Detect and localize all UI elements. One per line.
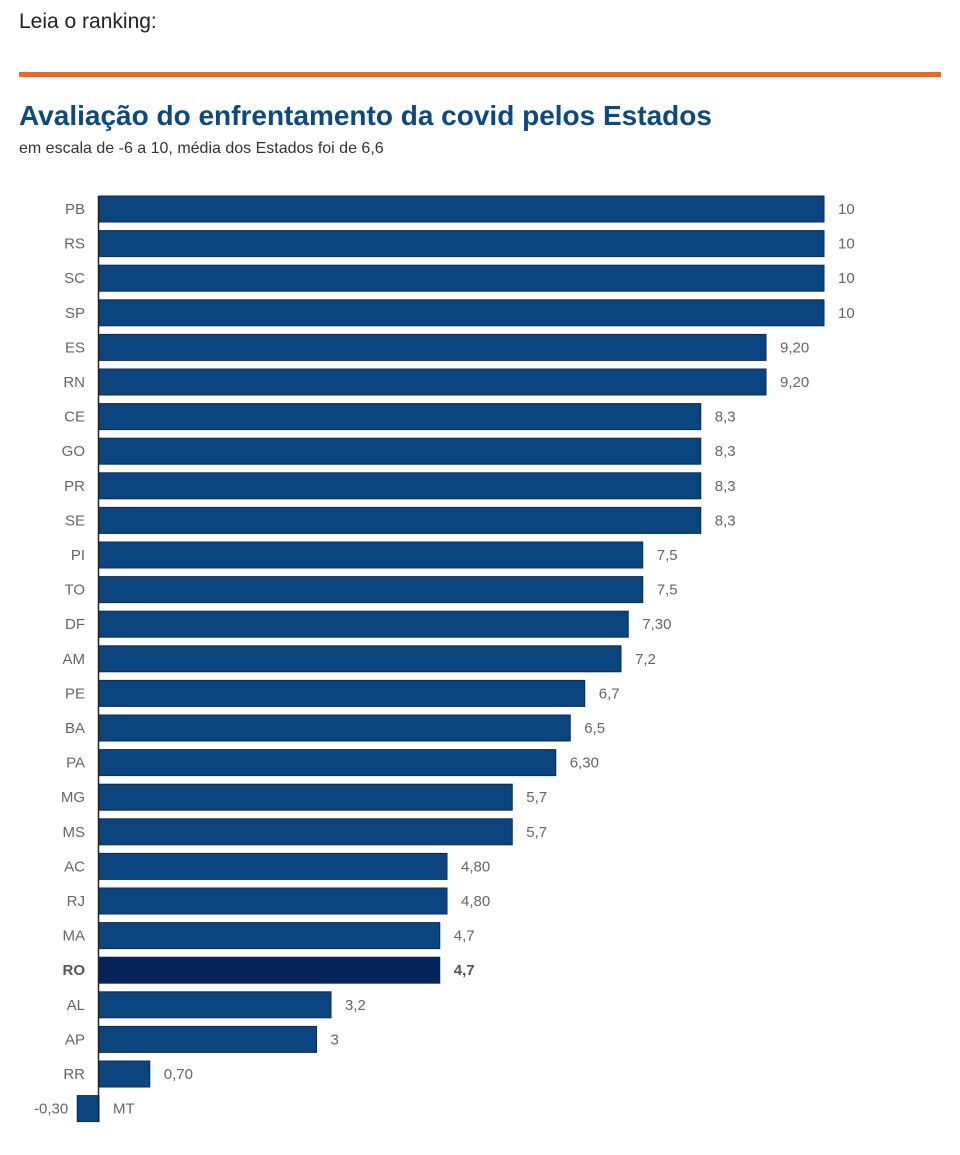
value-label-ap: 3 bbox=[331, 1031, 339, 1048]
bar-pr bbox=[98, 472, 702, 500]
category-label-se: SE bbox=[65, 512, 85, 529]
bar-rn bbox=[98, 368, 767, 396]
value-label-mt: -0,30 bbox=[34, 1101, 68, 1118]
value-label-se: 8,3 bbox=[715, 512, 736, 529]
bar-se bbox=[98, 506, 702, 534]
bar-pe bbox=[98, 679, 586, 707]
value-label-pa: 6,30 bbox=[570, 755, 599, 772]
value-label-al: 3,2 bbox=[345, 997, 366, 1014]
bar-pb bbox=[98, 195, 825, 223]
value-label-sp: 10 bbox=[838, 305, 855, 322]
category-label-ap: AP bbox=[65, 1031, 85, 1048]
value-label-ac: 4,80 bbox=[461, 858, 490, 875]
value-label-am: 7,2 bbox=[635, 651, 656, 668]
category-label-pb: PB bbox=[65, 201, 85, 218]
value-label-ce: 8,3 bbox=[715, 409, 736, 426]
category-label-rr: RR bbox=[63, 1066, 85, 1083]
value-label-pi: 7,5 bbox=[657, 547, 678, 564]
value-label-rs: 10 bbox=[838, 236, 855, 253]
bar-rr bbox=[98, 1060, 151, 1088]
value-label-ma: 4,7 bbox=[454, 928, 475, 945]
value-label-ba: 6,5 bbox=[584, 720, 605, 737]
category-label-pi: PI bbox=[71, 547, 85, 564]
category-label-am: AM bbox=[63, 651, 86, 668]
category-label-pr: PR bbox=[64, 478, 85, 495]
category-label-al: AL bbox=[67, 997, 85, 1014]
category-label-rs: RS bbox=[64, 236, 85, 253]
category-label-rn: RN bbox=[63, 374, 85, 391]
value-label-pb: 10 bbox=[838, 201, 855, 218]
chart-title: Avaliação do enfrentamento da covid pelo… bbox=[19, 100, 712, 131]
bar-mg bbox=[98, 783, 513, 811]
category-label-ro: RO bbox=[63, 962, 86, 979]
value-label-sc: 10 bbox=[838, 270, 855, 287]
category-label-to: TO bbox=[64, 582, 85, 599]
bar-sp bbox=[98, 299, 825, 327]
bar-es bbox=[98, 333, 767, 361]
value-label-rr: 0,70 bbox=[164, 1066, 193, 1083]
category-label-ac: AC bbox=[64, 858, 85, 875]
value-label-go: 8,3 bbox=[715, 443, 736, 460]
bar-al bbox=[98, 991, 332, 1019]
bar-mt bbox=[76, 1095, 100, 1123]
category-label-sp: SP bbox=[65, 305, 85, 322]
category-label-ce: CE bbox=[64, 409, 85, 426]
category-label-ba: BA bbox=[65, 720, 85, 737]
bar-pa bbox=[98, 749, 557, 777]
value-label-ro: 4,7 bbox=[454, 962, 475, 979]
value-label-pe: 6,7 bbox=[599, 685, 620, 702]
category-label-sc: SC bbox=[64, 270, 85, 287]
chart-subtitle: em escala de -6 a 10, média dos Estados … bbox=[19, 140, 384, 157]
value-label-df: 7,30 bbox=[642, 616, 671, 633]
category-label-rj: RJ bbox=[67, 893, 85, 910]
value-label-pr: 8,3 bbox=[715, 478, 736, 495]
bar-go bbox=[98, 437, 702, 465]
bar-pi bbox=[98, 541, 644, 569]
bar-ma bbox=[98, 922, 441, 950]
bar-ro bbox=[98, 956, 441, 984]
category-label-mt: MT bbox=[113, 1101, 135, 1118]
category-label-go: GO bbox=[62, 443, 85, 460]
category-label-ma: MA bbox=[63, 928, 86, 945]
bar-ms bbox=[98, 818, 513, 846]
bar-rs bbox=[98, 230, 825, 258]
category-label-es: ES bbox=[65, 339, 85, 356]
category-label-pe: PE bbox=[65, 685, 85, 702]
bar-rj bbox=[98, 887, 448, 915]
bar-ap bbox=[98, 1025, 317, 1053]
value-label-rj: 4,80 bbox=[461, 893, 490, 910]
category-label-ms: MS bbox=[63, 824, 86, 841]
bar-am bbox=[98, 645, 622, 673]
orange-divider bbox=[19, 72, 941, 77]
bar-ac bbox=[98, 852, 448, 880]
bar-df bbox=[98, 610, 629, 638]
bar-ba bbox=[98, 714, 571, 742]
bar-sc bbox=[98, 264, 825, 292]
category-label-pa: PA bbox=[66, 755, 85, 772]
bar-ce bbox=[98, 403, 702, 431]
intro-text: Leia o ranking: bbox=[19, 10, 157, 33]
value-label-es: 9,20 bbox=[780, 339, 809, 356]
category-label-df: DF bbox=[65, 616, 85, 633]
value-label-to: 7,5 bbox=[657, 582, 678, 599]
bar-to bbox=[98, 576, 644, 604]
value-label-rn: 9,20 bbox=[780, 374, 809, 391]
value-label-mg: 5,7 bbox=[526, 789, 547, 806]
category-label-mg: MG bbox=[61, 789, 85, 806]
value-label-ms: 5,7 bbox=[526, 824, 547, 841]
